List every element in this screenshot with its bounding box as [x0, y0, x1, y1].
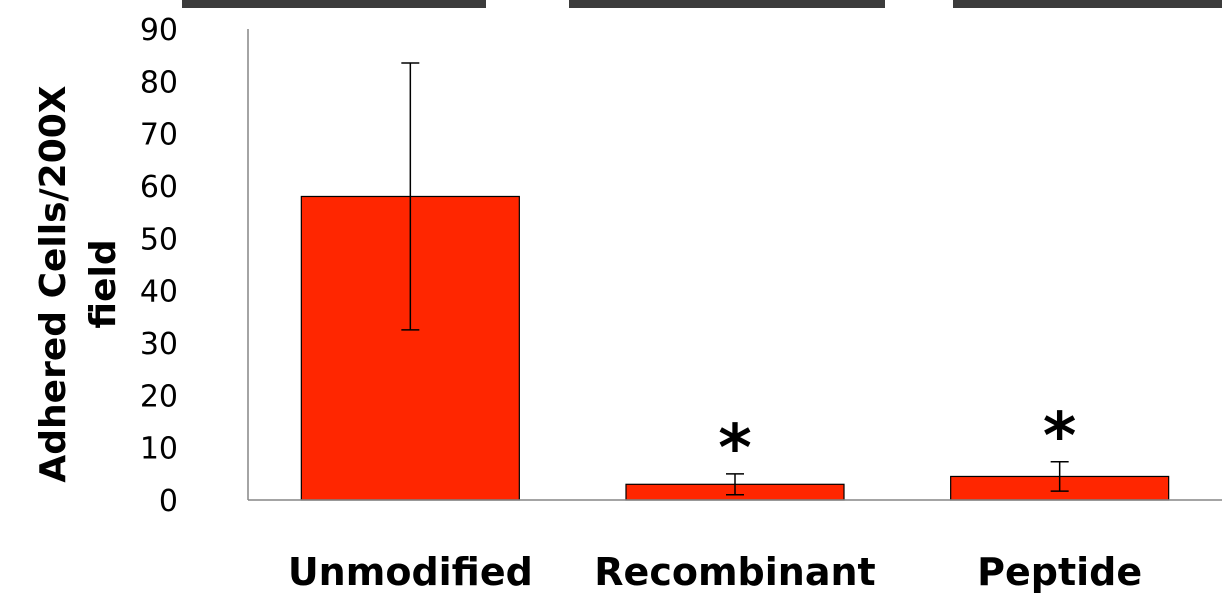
photo-strip-3 [953, 0, 1222, 8]
y-tick-label: 0 [159, 484, 178, 519]
significance-markers: * * [718, 400, 1076, 486]
y-tick-label: 10 [140, 432, 178, 467]
y-tick-label: 30 [140, 327, 178, 362]
y-tick-label: 60 [140, 170, 178, 205]
category-label-peptide: Peptide [977, 550, 1142, 594]
y-axis-title-line-2: field [83, 239, 124, 328]
significance-marker: * [718, 412, 751, 486]
y-tick-label: 20 [140, 379, 178, 414]
photo-strip-2 [569, 0, 885, 8]
y-axis-title-line-1: Adhered Cells/200X [33, 85, 74, 482]
y-tick-label: 90 [140, 13, 178, 48]
y-axis-title: Adhered Cells/200X field [33, 85, 124, 482]
y-tick-label: 40 [140, 275, 178, 310]
error-bars [401, 62, 1069, 496]
y-tick-label: 70 [140, 118, 178, 153]
significance-marker: * [1043, 400, 1076, 474]
category-labels: Unmodified Recombinant Peptide [288, 550, 1142, 594]
y-tick-label: 50 [140, 222, 178, 257]
category-label-unmodified: Unmodified [288, 550, 533, 594]
photo-strips [182, 0, 1222, 8]
category-label-recombinant: Recombinant [594, 550, 875, 594]
y-tick-label: 80 [140, 65, 178, 100]
photo-strip-1 [182, 0, 486, 8]
y-tick-labels: 0 10 20 30 40 50 60 70 80 90 [140, 13, 178, 519]
